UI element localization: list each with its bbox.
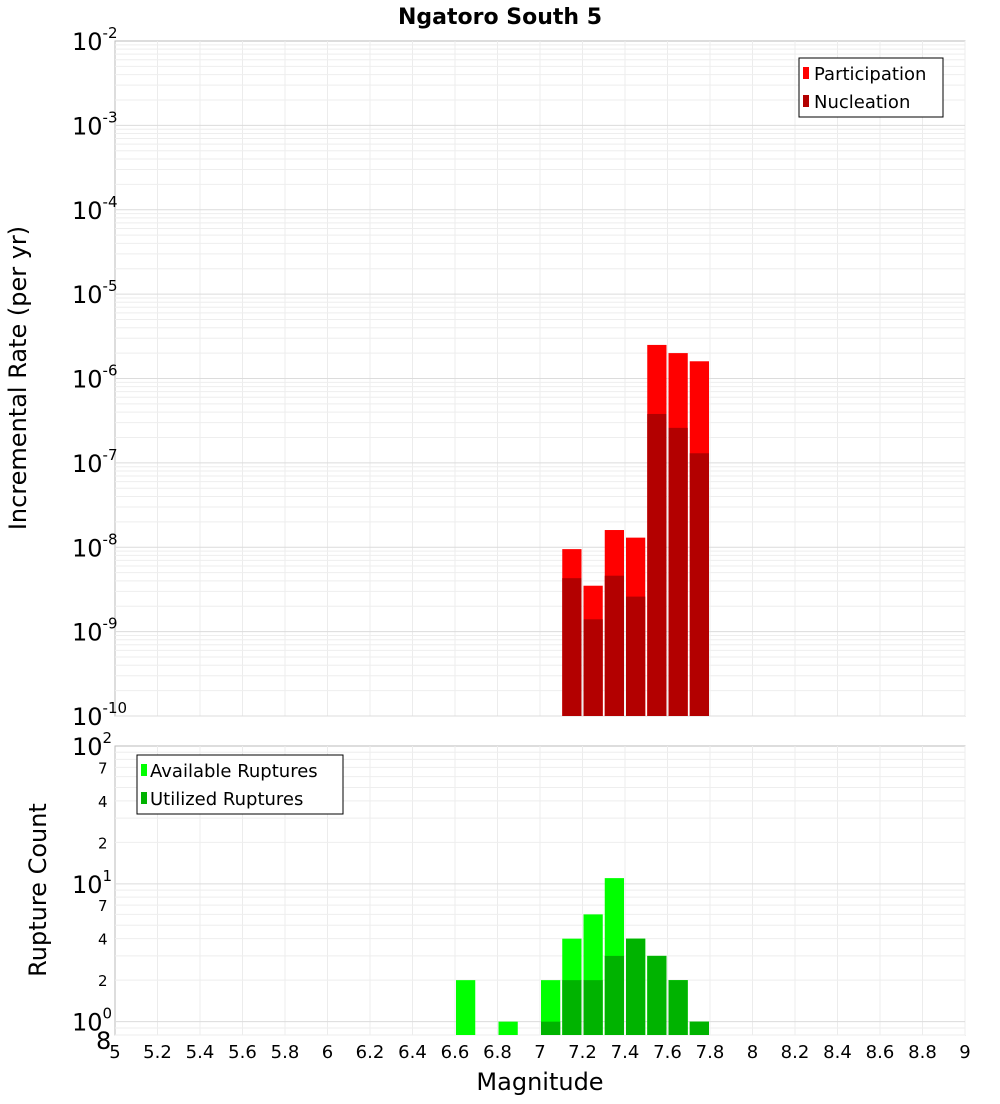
top-y-tick-label: 10-5 [72,277,118,309]
bottom-utilized-ruptures-bar [604,955,624,1035]
x-tick-label: 6 [322,1042,333,1063]
top-grid [115,41,966,717]
x-tick-label: 6.8 [483,1042,512,1063]
x-tick-label: 6.6 [441,1042,470,1063]
bottom-y-minor-tick-label: 4 [98,931,108,949]
bottom-y-tick-label: 100 [72,1005,112,1037]
x-axis-label: Magnitude [476,1068,603,1096]
bottom-y-minor-tick-label: 2 [98,972,108,990]
bottom-available-ruptures-bar [498,1021,518,1035]
top-nucleation-bar [583,619,603,716]
bottom-utilized-ruptures-bar [626,938,646,1035]
top-y-tick-label: 10-8 [72,530,118,562]
top-bars [562,344,709,716]
top-y-ticks: 10-10 10-9 10-8 10-7 10-6 10-5 10-4 10-3 10-2 [72,24,127,731]
bottom-utilized-ruptures-bar [562,980,582,1035]
legend-label-participation: Participation [814,64,926,85]
legend-label-nucleation: Nucleation [814,92,910,113]
x-tick-label: 8.2 [781,1042,810,1063]
x-tick-label: 6.4 [398,1042,427,1063]
bottom-utilized-ruptures-bar [583,980,603,1035]
bottom-y-tick-label: 101 [72,867,112,899]
chart-title: Ngatoro South 5 [398,5,602,30]
legend-label-available: Available Ruptures [150,761,318,782]
x-tick-label: 7 [534,1042,545,1063]
x-tick-label: 7.6 [653,1042,682,1063]
top-nucleation-bar [604,575,624,716]
x-ticks: 5 5.2 5.4 5.6 5.8 6 6.2 6.4 6.6 6.8 7 7.2 7.4 7.6 7.8 8… [109,1042,970,1063]
bottom-y-axis-label: Rupture Count [24,803,52,977]
x-tick-label: 5.2 [143,1042,172,1063]
legend-label-utilized: Utilized Ruptures [150,789,303,810]
legend-swatch-available [141,764,147,776]
top-nucleation-bar [668,427,688,716]
top-y-tick-label: 10-3 [72,108,118,140]
bottom-bars [456,878,709,1035]
bottom-utilized-ruptures-bar [689,1021,709,1035]
x-tick-label: 8.8 [908,1042,937,1063]
x-tick-label: 9 [959,1042,970,1063]
legend-swatch-nucleation [803,95,809,107]
bottom-utilized-ruptures-bar [541,1021,561,1035]
bottom-y-minor-tick-label: 4 [98,793,108,811]
bottom-y-minor-tick-label: 8 [96,1027,111,1055]
x-tick-label: 7.2 [568,1042,597,1063]
x-tick-label: 5.8 [271,1042,300,1063]
x-tick-label: 8 [747,1042,758,1063]
x-tick-label: 6.2 [356,1042,385,1063]
x-tick-label: 5.4 [186,1042,215,1063]
top-y-tick-label: 10-2 [72,24,118,56]
x-tick-label: 5.6 [228,1042,257,1063]
bottom-legend: Available Ruptures Utilized Ruptures [136,754,344,815]
top-nucleation-bar [626,596,646,716]
x-tick-label: 8.4 [823,1042,852,1063]
bottom-y-tick-label: 102 [72,729,112,761]
x-tick-label: 7.8 [696,1042,725,1063]
top-y-axis-label: Incremental Rate (per yr) [4,226,32,530]
top-nucleation-bar [689,453,709,716]
top-y-tick-label: 10-7 [72,446,118,478]
x-tick-label: 5 [109,1042,120,1063]
bottom-available-ruptures-bar [456,980,476,1035]
top-y-tick-label: 10-4 [72,193,118,225]
x-tick-label: 7.4 [611,1042,640,1063]
bottom-legend-box [136,754,344,815]
legend-swatch-participation [803,67,809,79]
top-y-tick-label: 10-10 [72,699,127,731]
top-y-tick-label: 10-9 [72,615,118,647]
x-tick-label: 8.6 [866,1042,895,1063]
top-nucleation-bar [647,413,667,716]
bottom-y-minor-tick-label: 7 [98,759,108,777]
bottom-available-ruptures-bar [541,980,561,1035]
top-legend-box [798,57,944,118]
bottom-grid [115,746,966,1036]
legend-swatch-utilized [141,792,147,804]
top-legend: Participation Nucleation [798,57,944,118]
top-y-tick-label: 10-6 [72,362,118,394]
bottom-utilized-ruptures-bar [647,955,667,1035]
bottom-y-minor-tick-label: 7 [98,897,108,915]
top-nucleation-bar [562,578,582,716]
bottom-y-minor-tick-label: 2 [98,834,108,852]
bottom-y-ticks: 100 101 102 8 2 4 7 2 4 7 [72,729,112,1055]
bottom-utilized-ruptures-bar [668,980,688,1035]
